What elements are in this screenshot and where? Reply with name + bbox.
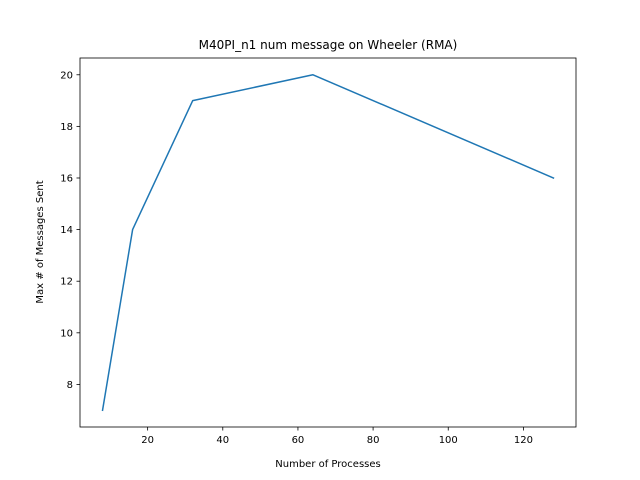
x-tick-label: 20 [141, 435, 154, 446]
x-tick-label: 80 [367, 435, 380, 446]
y-tick-label: 16 [60, 173, 73, 184]
plot-area: 20 40 60 80 100 120 8 10 12 14 16 18 20 [60, 57, 577, 446]
x-tick-label: 120 [514, 435, 533, 446]
y-axis-label: Max # of Messages Sent [35, 180, 46, 303]
x-tick-label: 100 [439, 435, 458, 446]
y-tick-label: 18 [60, 122, 73, 133]
chart-title: M40PI_n1 num message on Wheeler (RMA) [199, 38, 458, 52]
y-tick-label: 14 [60, 225, 73, 236]
x-axis-label: Number of Processes [275, 459, 380, 470]
x-tick-label: 40 [216, 435, 229, 446]
axes-frame [79, 57, 577, 428]
y-tick-label: 8 [67, 380, 73, 391]
y-tick-label: 10 [60, 328, 73, 339]
y-tick-label: 20 [60, 70, 73, 81]
y-tick-label: 12 [60, 277, 73, 288]
x-tick-label: 60 [292, 435, 305, 446]
